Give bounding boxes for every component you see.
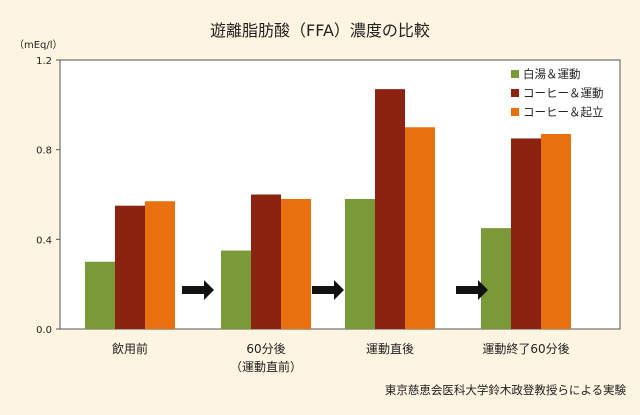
x-category-label: 運動直後 [366,342,414,356]
bar-2-4 [511,138,541,329]
right-arrow-icon [182,280,214,300]
bar-2-1 [115,205,145,329]
bar-3-4 [541,133,571,329]
bar-1-2 [221,250,251,329]
bar-3-2 [281,198,311,329]
legend-label: コーヒー＆運動 [523,86,604,100]
arrow-annotations [182,280,488,300]
x-category-label: （運動直前） [230,359,302,374]
x-axis: 飲用前 60分後 （運動直前） 運動直後 運動終了60分後 [112,341,570,374]
legend-swatch [511,108,519,116]
source-note: 東京慈恵会医科大学鈴木政登教授らによる実験 [385,383,627,397]
x-category-label: 運動終了60分後 [482,341,569,356]
y-tick-label: 1.2 [36,56,52,67]
x-category-label: 60分後 [246,342,285,356]
y-tick-label: 0.4 [36,235,52,246]
right-arrow-icon [456,280,488,300]
y-tick-label: 0.8 [36,146,52,157]
bar-3-1 [145,201,175,329]
legend-swatch [511,70,519,78]
x-category-label: 飲用前 [112,341,148,356]
legend-label: コーヒー＆起立 [523,105,604,119]
bar-1-1 [85,261,115,329]
right-arrow-icon [312,280,344,300]
bar-1-3 [345,198,375,329]
y-axis-unit-label: （mEq/l） [14,39,63,51]
bar-1-4 [481,228,511,329]
bar-group [85,89,571,330]
chart-title: 遊離脂肪酸（FFA）濃度の比較 [210,21,430,40]
y-tick-label: 0.0 [36,325,52,336]
legend-label: 白湯＆運動 [523,67,581,81]
y-axis: 0.0 0.4 0.8 1.2 [36,56,60,336]
legend-swatch [511,89,519,97]
bar-3-3 [405,127,435,329]
bar-2-2 [251,194,281,329]
bar-2-3 [375,89,405,330]
